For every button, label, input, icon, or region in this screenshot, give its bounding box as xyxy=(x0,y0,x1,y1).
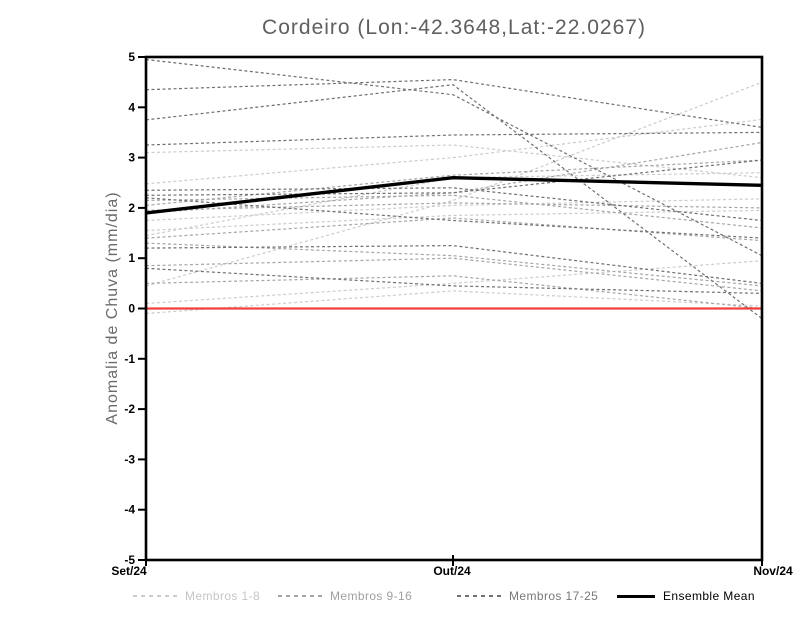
svg-text:-1: -1 xyxy=(124,352,135,366)
legend-item-ensemble-mean: Ensemble Mean xyxy=(617,588,755,604)
svg-text:0: 0 xyxy=(128,302,135,316)
svg-text:-4: -4 xyxy=(124,503,135,517)
dashed-line-swatch xyxy=(457,595,501,597)
svg-text:-3: -3 xyxy=(124,452,135,466)
chart-title: Cordeiro (Lon:-42.3648,Lat:-22.0267) xyxy=(262,16,646,39)
svg-text:3: 3 xyxy=(128,151,135,165)
legend-label: Membros 9-16 xyxy=(330,589,413,603)
legend-label: Ensemble Mean xyxy=(663,589,755,603)
svg-text:2: 2 xyxy=(128,201,135,215)
svg-text:Set/24: Set/24 xyxy=(111,564,147,578)
legend: Membros 1-8 Membros 9-16 Membros 17-25 E… xyxy=(0,588,800,604)
legend-label: Membros 1-8 xyxy=(185,589,261,603)
svg-text:Out/24: Out/24 xyxy=(433,564,471,578)
solid-line-swatch xyxy=(617,594,655,598)
svg-text:5: 5 xyxy=(128,50,135,64)
svg-text:4: 4 xyxy=(128,100,135,114)
svg-text:-5: -5 xyxy=(124,553,135,567)
dashed-line-swatch xyxy=(278,595,322,597)
legend-label: Membros 17-25 xyxy=(509,589,599,603)
dashed-line-swatch xyxy=(133,595,177,597)
svg-text:1: 1 xyxy=(128,251,135,265)
svg-text:Nov/24: Nov/24 xyxy=(753,564,793,578)
legend-item-membros-1-8: Membros 1-8 xyxy=(133,588,260,604)
legend-item-membros-9-16: Membros 9-16 xyxy=(278,588,412,604)
svg-text:-2: -2 xyxy=(124,402,135,416)
legend-item-membros-17-25: Membros 17-25 xyxy=(457,588,598,604)
